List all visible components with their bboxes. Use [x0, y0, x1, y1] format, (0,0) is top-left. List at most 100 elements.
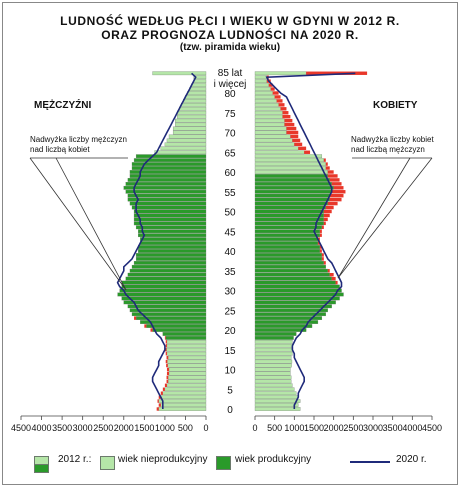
men-surplus-bar-age-23 — [134, 316, 137, 320]
women-surplus-bar-age-55 — [331, 190, 346, 194]
men-bar-age-10 — [168, 367, 207, 372]
women-bar-age-11 — [254, 363, 292, 368]
men-bar-age-71 — [172, 126, 207, 131]
men-bar-age-80 — [187, 91, 207, 95]
women-bar-age-9 — [254, 371, 291, 376]
women-bar-age-79 — [254, 95, 275, 99]
women-bar-age-21 — [254, 324, 313, 328]
women-bar-age-69 — [254, 134, 291, 139]
women-bar-age-67 — [254, 142, 295, 147]
x-tick-label-left-2500: 2500 — [93, 423, 113, 433]
women-bar-age-71 — [254, 126, 287, 131]
women-bar-age-70 — [254, 130, 287, 135]
men-bar-age-55 — [125, 189, 207, 194]
women-bar-age-76 — [254, 106, 281, 111]
women-bar-age-51 — [254, 205, 326, 210]
x-tick-label-left-1500: 1500 — [134, 423, 154, 433]
women-bar-age-18 — [254, 336, 294, 340]
men-bar-age-72 — [175, 122, 207, 127]
age-tick-label-35: 35 — [224, 267, 236, 278]
women-bar-age-14 — [254, 351, 293, 356]
women-bar-age-57 — [254, 181, 332, 186]
men-bar-age-84 — [193, 75, 207, 80]
men-bar-age-41 — [138, 245, 207, 249]
men-bar-age-30 — [119, 288, 207, 293]
x-tick-label-right-2500: 2500 — [343, 423, 363, 433]
men-bar-age-18 — [165, 336, 207, 340]
women-surplus-bar-age-78 — [276, 99, 283, 103]
women-bar-age-0 — [254, 407, 301, 411]
women-bar-age-73 — [254, 118, 285, 123]
men-bar-age-78 — [183, 99, 207, 103]
men-bar-age-62 — [131, 162, 207, 166]
women-surplus-bar-age-68 — [292, 138, 301, 143]
x-tick-label-left-4500: 4500 — [11, 423, 31, 433]
women-surplus-bar-age-53 — [329, 197, 342, 202]
age-tick-label-20: 20 — [224, 326, 236, 337]
women-surplus-bar-age-69 — [290, 134, 299, 139]
men-bar-age-25 — [129, 308, 207, 313]
men-surplus-bar-age-11 — [166, 363, 168, 368]
men-bar-age-59 — [129, 174, 207, 178]
women-bar-age-12 — [254, 359, 293, 364]
men-surplus-bar-age-7 — [166, 379, 169, 384]
x-tick-label-right-1000: 1000 — [284, 423, 304, 433]
men-surplus-bar-age-13 — [166, 355, 169, 360]
x-tick-label-right-3500: 3500 — [383, 423, 403, 433]
women-bar-age-35 — [254, 268, 328, 273]
age-tick-label-10: 10 — [224, 366, 236, 377]
men-bar-age-75 — [177, 110, 207, 115]
x-tick-label-right-4500: 4500 — [422, 423, 442, 433]
women-surplus-bar-age-39 — [321, 253, 324, 257]
women-surplus-bar-age-34 — [329, 273, 334, 277]
women-surplus-bar-age-71 — [286, 126, 297, 131]
women-bar-age-4 — [254, 391, 297, 396]
men-note-pointer-1 — [55, 157, 127, 291]
legend-swatch-nonproductive — [100, 456, 115, 470]
men-bar-age-3 — [160, 395, 207, 400]
age-tick-label-75: 75 — [224, 109, 236, 120]
men-bar-age-73 — [175, 118, 207, 123]
women-2020-line — [265, 72, 356, 409]
age-tick-label-70: 70 — [224, 129, 236, 140]
men-surplus-bar-age-21 — [144, 324, 147, 328]
men-bar-age-16 — [166, 343, 207, 348]
women-bar-age-29 — [254, 292, 344, 297]
men-bar-age-46 — [135, 225, 207, 230]
men-bar-age-43 — [140, 237, 207, 241]
legend-2012: 2012 r.: — [58, 454, 92, 465]
legend-2020: 2020 r. — [396, 454, 427, 465]
women-bar-age-52 — [254, 201, 328, 206]
women-surplus-bar-age-72 — [284, 122, 295, 127]
women-surplus-bar-age-50 — [323, 209, 332, 214]
x-tick-label-left-4000: 4000 — [32, 423, 52, 433]
women-bar-age-31 — [254, 284, 340, 289]
men-surplus-note-line2: nad liczbą kobiet — [30, 145, 90, 154]
women-surplus-bar-age-76 — [280, 107, 287, 111]
chart-title-line1: LUDNOŚĆ WEDŁUG PŁCI I WIEKU W GDYNI W 20… — [60, 14, 400, 28]
legend-line-2020 — [350, 461, 390, 463]
men-bar-age-48 — [133, 217, 207, 222]
women-bar-age-65 — [254, 150, 305, 155]
women-bar-age-37 — [254, 260, 324, 265]
women-bar-age-63 — [254, 158, 324, 162]
x-tick-label-right-2000: 2000 — [324, 423, 344, 433]
women-surplus-bar-age-57 — [331, 182, 342, 186]
women-surplus-bar-age-52 — [327, 201, 338, 206]
men-bar-age-19 — [162, 332, 207, 336]
women-surplus-bar-age-70 — [286, 130, 299, 135]
x-tick-label-left-1000: 1000 — [155, 423, 175, 433]
men-bar-age-35 — [129, 268, 207, 273]
x-tick-label-left-3500: 3500 — [52, 423, 72, 433]
men-bar-age-45 — [138, 229, 207, 234]
women-surplus-note-line2: nad liczbą mężczyzn — [351, 145, 425, 154]
men-bar-age-4 — [162, 391, 207, 396]
men-bar-age-28 — [121, 296, 207, 301]
women-bar-age-30 — [254, 288, 342, 293]
women-surplus-bar-age-41 — [319, 245, 322, 249]
men-bar-age-42 — [140, 241, 207, 245]
men-bar-age-6 — [166, 383, 207, 388]
men-bar-age-0 — [158, 407, 207, 411]
